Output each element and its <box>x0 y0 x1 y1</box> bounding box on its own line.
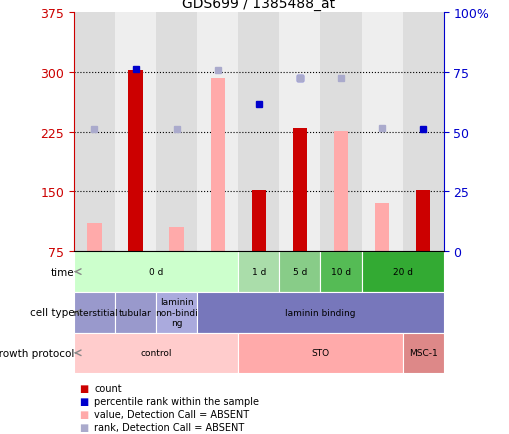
Bar <box>279 13 320 252</box>
Text: 10 d: 10 d <box>330 267 350 276</box>
Bar <box>74 292 115 333</box>
Bar <box>320 252 361 373</box>
Bar <box>197 13 238 252</box>
Title: GDS699 / 1385488_at: GDS699 / 1385488_at <box>182 0 335 10</box>
Bar <box>402 252 443 373</box>
Bar <box>320 252 361 292</box>
Bar <box>197 252 238 373</box>
Bar <box>402 13 443 252</box>
Text: 1 d: 1 d <box>251 267 266 276</box>
Bar <box>210 79 224 252</box>
Bar <box>292 129 306 252</box>
Bar <box>279 252 320 373</box>
Bar <box>74 252 238 292</box>
Text: control: control <box>140 349 172 358</box>
Bar <box>374 204 388 252</box>
Bar <box>197 292 443 333</box>
Text: time: time <box>51 267 75 277</box>
Text: laminin
non-bindi
ng: laminin non-bindi ng <box>155 298 197 327</box>
Bar <box>115 252 156 373</box>
Bar <box>251 191 266 252</box>
Bar <box>279 252 320 292</box>
Text: count: count <box>94 384 122 393</box>
Bar <box>361 252 443 292</box>
Bar <box>402 333 443 373</box>
Text: ■: ■ <box>79 397 88 406</box>
Bar <box>115 13 156 252</box>
Bar <box>238 333 402 373</box>
Bar <box>128 71 143 252</box>
Text: ■: ■ <box>79 423 88 432</box>
Text: 5 d: 5 d <box>292 267 306 276</box>
Text: ■: ■ <box>79 410 88 419</box>
Text: growth protocol: growth protocol <box>0 348 75 358</box>
Text: 20 d: 20 d <box>392 267 412 276</box>
Text: percentile rank within the sample: percentile rank within the sample <box>94 397 259 406</box>
Text: cell type: cell type <box>30 308 75 317</box>
Bar <box>238 13 279 252</box>
Bar <box>74 13 115 252</box>
Bar <box>361 13 402 252</box>
Bar <box>320 13 361 252</box>
Text: value, Detection Call = ABSENT: value, Detection Call = ABSENT <box>94 410 249 419</box>
Text: ■: ■ <box>79 384 88 393</box>
Bar <box>156 13 197 252</box>
Bar <box>169 228 183 252</box>
Text: interstitial: interstitial <box>71 308 118 317</box>
Text: rank, Detection Call = ABSENT: rank, Detection Call = ABSENT <box>94 423 244 432</box>
Text: 0 d: 0 d <box>149 267 163 276</box>
Text: laminin binding: laminin binding <box>285 308 355 317</box>
Bar <box>156 292 197 333</box>
Bar <box>74 252 115 373</box>
Bar <box>415 191 430 252</box>
Bar <box>238 252 279 373</box>
Text: MSC-1: MSC-1 <box>408 349 437 358</box>
Bar <box>333 132 348 252</box>
Bar <box>238 252 279 292</box>
Bar <box>74 333 238 373</box>
Bar <box>156 252 197 373</box>
Text: tubular: tubular <box>119 308 152 317</box>
Bar <box>87 224 101 252</box>
Bar <box>361 252 402 373</box>
Bar <box>115 292 156 333</box>
Text: STO: STO <box>311 349 329 358</box>
